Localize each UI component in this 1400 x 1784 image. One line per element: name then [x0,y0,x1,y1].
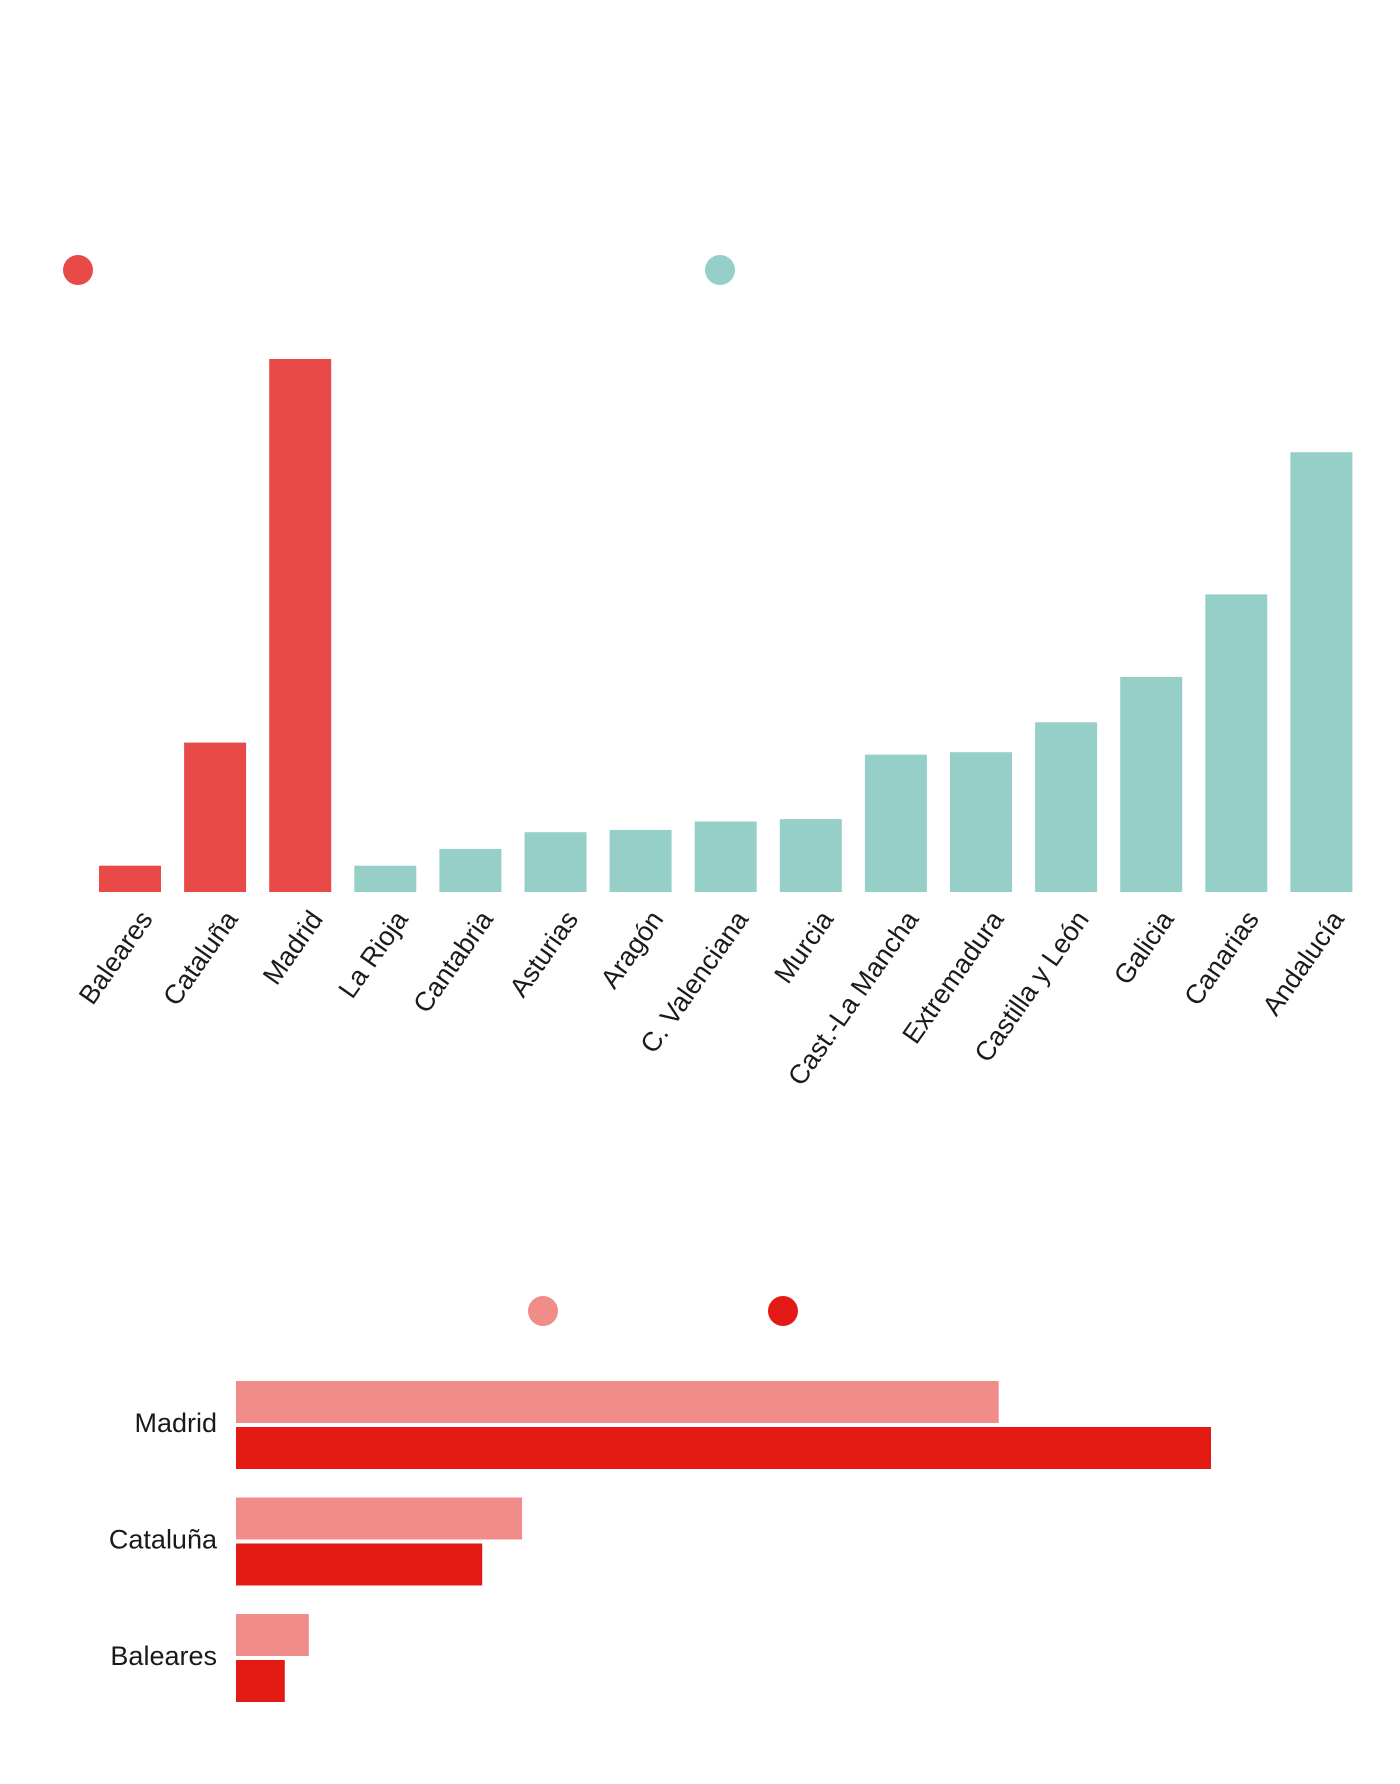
bar-andalucia [1290,452,1353,892]
legend-marker-rest [705,255,735,285]
horizontal-bar-chart [236,1381,1211,1702]
x-tick-label-asturias: Asturias [504,905,585,1002]
bar-cataluna [184,742,247,892]
y-tick-label-madrid: Madrid [134,1408,217,1438]
y-tick-label-baleares: Baleares [110,1641,217,1671]
bar-galicia [1120,676,1183,892]
hbar-baleares-series-b [236,1660,285,1702]
x-tick-label-cantabria: Cantabria [407,904,499,1018]
bar-canarias [1205,594,1268,892]
bar-madrid [269,359,332,892]
hbar-madrid-series-b [236,1427,1211,1469]
x-tick-label-murcia: Murcia [768,904,840,988]
x-tick-label-andalucia: Andalucía [1257,904,1351,1020]
x-tick-label-baleares: Baleares [73,905,159,1010]
bar-cantabria [439,849,502,892]
bar-aragon [609,829,672,892]
hbar-cataluna-series-a [236,1497,523,1540]
bar-castilla-y-leon [1035,722,1098,892]
vertical-bar-chart [99,359,1353,892]
legend-marker-series-a [528,1296,558,1326]
hbar-madrid-series-a [236,1381,999,1423]
bar-murcia [779,819,842,892]
legend-marker-series-b [768,1296,798,1326]
bar-baleares [99,865,161,892]
horizontal-chart-legend [528,1296,798,1326]
y-tick-label-cataluna: Cataluña [109,1525,218,1555]
hbar-cataluna-series-b [236,1543,483,1586]
horizontal-y-tick-labels: Madrid Cataluña Baleares [109,1408,218,1671]
x-tick-label-cataluna: Cataluña [157,904,244,1011]
bar-asturias [524,832,587,892]
bar-la-rioja [354,865,417,892]
hbar-baleares-series-a [236,1614,309,1656]
bar-cast-la-mancha [864,754,927,892]
x-tick-label-la-rioja: La Rioja [333,904,415,1003]
bar-extremadura [950,752,1012,892]
x-tick-label-madrid: Madrid [257,905,329,990]
vertical-chart-legend [63,255,735,285]
bar-c-valenciana [694,821,757,892]
x-tick-label-canarias: Canarias [1178,905,1265,1011]
legend-marker-highlight [63,255,93,285]
x-tick-label-galicia: Galicia [1108,904,1180,990]
x-tick-label-aragon: Aragón [595,905,670,994]
